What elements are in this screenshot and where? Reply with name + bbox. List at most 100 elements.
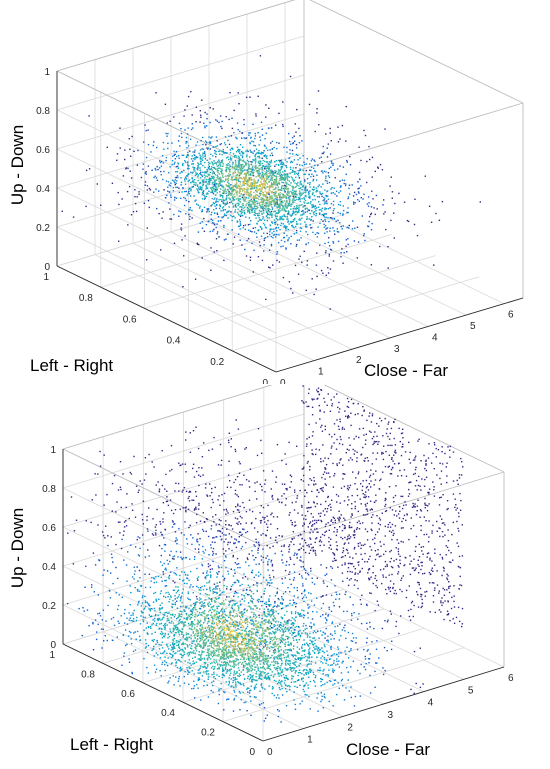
data-point — [199, 169, 202, 171]
data-point — [306, 178, 309, 180]
data-point — [252, 171, 255, 173]
data-point — [293, 554, 295, 556]
data-point — [284, 177, 287, 179]
data-point — [418, 556, 421, 558]
data-point — [180, 464, 182, 466]
data-point — [354, 483, 356, 485]
data-point — [246, 181, 248, 183]
data-point — [174, 490, 176, 492]
data-point — [224, 144, 227, 146]
data-point — [274, 161, 276, 163]
data-point — [410, 517, 412, 519]
data-point — [320, 520, 323, 523]
data-point — [185, 490, 188, 493]
data-point — [299, 187, 301, 190]
data-point — [125, 520, 127, 522]
data-point — [284, 215, 286, 218]
data-point — [160, 531, 162, 534]
data-point — [339, 222, 341, 224]
data-point — [158, 190, 160, 192]
data-point — [338, 191, 340, 194]
data-point — [199, 157, 202, 159]
data-point — [457, 483, 459, 485]
data-point — [237, 495, 240, 498]
data-point — [123, 526, 126, 528]
data-point — [268, 181, 271, 183]
data-point — [299, 548, 301, 551]
data-point — [237, 509, 240, 511]
data-point — [262, 176, 265, 179]
data-point — [246, 188, 248, 190]
data-point — [170, 445, 173, 447]
data-point — [242, 176, 245, 179]
data-point — [294, 199, 296, 202]
data-point — [245, 175, 247, 177]
data-point — [440, 601, 442, 604]
data-point — [193, 183, 195, 186]
data-point — [237, 163, 239, 165]
data-point — [416, 505, 419, 507]
data-point — [263, 178, 265, 180]
data-point — [242, 577, 244, 579]
data-point — [293, 201, 295, 204]
data-point — [220, 539, 223, 541]
data-point — [443, 594, 446, 596]
data-point — [296, 557, 298, 559]
data-point — [281, 165, 284, 168]
data-point — [281, 209, 283, 211]
data-point — [235, 151, 238, 153]
data-point — [334, 519, 336, 521]
data-point — [247, 188, 249, 190]
data-point — [239, 215, 242, 218]
data-point — [256, 170, 259, 172]
data-point — [310, 169, 312, 172]
data-point — [298, 218, 301, 220]
data-point — [335, 220, 337, 222]
data-point — [203, 122, 205, 124]
data-point — [311, 216, 313, 218]
data-point — [253, 169, 255, 171]
data-point — [219, 535, 222, 538]
data-point — [213, 166, 215, 169]
data-point — [187, 180, 189, 182]
data-point — [225, 508, 227, 510]
data-point — [283, 169, 286, 172]
data-point — [208, 210, 210, 213]
data-point — [419, 686, 422, 689]
data-point — [344, 526, 346, 528]
data-point — [263, 150, 265, 152]
data-point — [302, 185, 305, 187]
data-point — [255, 170, 258, 172]
data-point — [292, 167, 295, 169]
data-point — [244, 576, 247, 578]
data-point — [220, 519, 222, 522]
data-point — [281, 459, 283, 462]
x-tick-label: 2 — [356, 355, 362, 366]
data-point — [208, 141, 210, 143]
data-point — [295, 196, 297, 199]
data-point — [263, 250, 265, 252]
data-point — [225, 199, 227, 201]
data-point — [339, 138, 341, 140]
data-point — [307, 209, 309, 211]
data-point — [280, 216, 282, 219]
data-point — [234, 209, 237, 211]
data-point — [155, 92, 157, 94]
data-point — [286, 177, 288, 179]
data-point — [322, 199, 324, 202]
data-point — [162, 162, 165, 164]
data-point — [275, 203, 277, 205]
data-point — [419, 516, 421, 518]
data-point — [303, 530, 305, 533]
data-point — [191, 181, 193, 183]
data-point — [455, 616, 458, 619]
data-point — [208, 190, 210, 192]
data-point — [182, 187, 184, 189]
data-point — [205, 184, 207, 187]
data-point — [220, 188, 222, 190]
data-point — [238, 150, 240, 152]
data-point — [269, 203, 271, 205]
data-point — [250, 196, 252, 198]
data-point — [254, 154, 257, 156]
